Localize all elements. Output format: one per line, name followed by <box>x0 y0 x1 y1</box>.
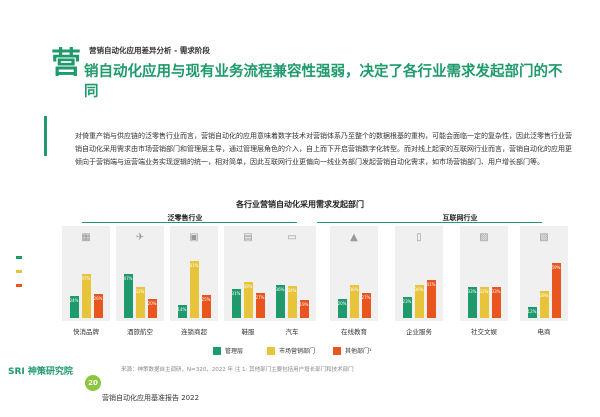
bar <box>93 293 103 318</box>
side-marker-yellow <box>16 270 22 273</box>
bar-value-label: 27% <box>255 294 265 300</box>
bar <box>402 296 412 318</box>
bar-value-label: 19% <box>299 302 309 308</box>
bar-value-label: 39% <box>243 283 253 289</box>
bar-value-label: 20% <box>147 301 157 307</box>
category-icon: ▨ <box>479 232 489 243</box>
category-icon: ▧ <box>539 232 549 243</box>
category-icon: ✈ <box>135 232 145 243</box>
bar-value-label: 26% <box>93 295 103 301</box>
bar-value-label: 24% <box>69 297 79 303</box>
group-title-retail: 泛零售行业 <box>167 214 203 222</box>
category-label: 企业服务 <box>406 328 432 336</box>
bar <box>189 261 199 318</box>
bar <box>491 287 501 318</box>
bar-value-label: 34% <box>287 288 297 294</box>
bar <box>135 287 145 318</box>
bar <box>69 295 79 318</box>
category-label: 鞋服 <box>241 328 255 336</box>
bar-value-label: 47% <box>123 276 133 282</box>
legend-swatch-management <box>213 347 221 355</box>
body-paragraph: 对倚重产销与供应链的泛零售行业而言，营销自动化的应用意味着数字技术对营销体系乃至… <box>75 132 572 166</box>
bar-value-label: 33% <box>479 289 489 295</box>
category-label: 汽车 <box>285 328 299 336</box>
category-label: 连锁商超 <box>181 328 207 336</box>
category-label: 社交文娱 <box>471 328 497 336</box>
category-label: 在线教育 <box>341 328 367 336</box>
bar-value-label: 12% <box>527 308 537 314</box>
bar-value-label: 23% <box>402 298 412 304</box>
headline-initial: 营 <box>51 46 81 81</box>
bar-value-label: 59% <box>551 265 561 271</box>
bar-value-label: 29% <box>539 293 549 299</box>
bar-value-label: 36% <box>349 286 359 292</box>
bar-value-label: 31% <box>231 291 241 297</box>
sri-logo: SRI 神策研究院 <box>8 367 73 377</box>
bar <box>337 299 347 318</box>
bar-value-label: 33% <box>491 289 501 295</box>
category-label: 电商 <box>537 328 551 336</box>
bar <box>361 292 371 318</box>
legend-swatch-marketing <box>267 347 275 355</box>
category-icon: ▯ <box>416 232 422 243</box>
bar <box>231 289 241 318</box>
group-divider-retail <box>82 222 297 223</box>
group-title-internet: 互联网行业 <box>442 214 478 222</box>
bar-value-label: 61% <box>189 263 199 269</box>
bar <box>426 279 436 318</box>
category-label: 酒旅航空 <box>127 328 153 336</box>
bar-value-label: 33% <box>135 289 145 295</box>
bar <box>287 286 297 318</box>
bar-value-label: 14% <box>177 307 187 312</box>
category-label: 快消品牌 <box>73 328 99 336</box>
category-icon: ▭ <box>287 232 297 243</box>
bar <box>147 299 157 318</box>
bar <box>414 284 424 318</box>
bar-value-label: 47% <box>81 276 91 282</box>
category-icon: ▦ <box>81 232 91 243</box>
bar <box>255 292 265 318</box>
bar <box>81 274 91 318</box>
side-marker-green <box>16 256 22 259</box>
bar <box>177 305 187 318</box>
bar <box>275 284 285 318</box>
chart-title: 各行业营销自动化采用需求发起部门 <box>236 200 364 209</box>
bar <box>243 281 253 318</box>
bar <box>467 287 477 318</box>
bar-value-label: 25% <box>201 296 211 302</box>
section-label: 营销自动化应用差异分析 - 需求阶段 <box>89 46 210 55</box>
category-icon: ▤ <box>243 232 253 243</box>
category-icon: ▲ <box>350 232 358 243</box>
bar <box>123 274 133 318</box>
legend-label-marketing: 市场营销部门 <box>279 348 316 355</box>
bar <box>349 284 359 318</box>
bar <box>551 263 561 318</box>
legend-swatch-other <box>333 347 341 355</box>
bar-value-label: 20% <box>337 301 347 307</box>
bar <box>479 287 489 318</box>
bar <box>539 291 549 318</box>
bar-value-label: 41% <box>426 281 436 287</box>
bar-value-label: 27% <box>361 294 371 300</box>
group-divider-internet <box>317 222 542 223</box>
accent-bar <box>44 116 47 156</box>
bar <box>299 300 309 318</box>
bar <box>527 306 537 318</box>
side-marker-orange <box>16 284 22 287</box>
bar <box>201 294 211 318</box>
bar-value-label: 33% <box>467 289 477 295</box>
page-headline: 销自动化应用与现有业务流程兼容性强弱，决定了各行业需求发起部门的不同 <box>84 64 563 100</box>
page-number: 20 <box>85 375 101 391</box>
source-note: 来源：神策数据自主调研，N=320，2022 年 注 1: 其他部门主要包括用户… <box>121 367 354 373</box>
category-icon: ▣ <box>189 232 199 243</box>
bar-value-label: 36% <box>414 286 424 292</box>
bar-value-label: 36% <box>275 286 285 292</box>
legend-label-management: 管理层 <box>225 348 244 355</box>
legend-label-other: 其他部门¹ <box>345 348 372 355</box>
report-title: 营销自动化应用基准报告 2022 <box>102 394 200 402</box>
